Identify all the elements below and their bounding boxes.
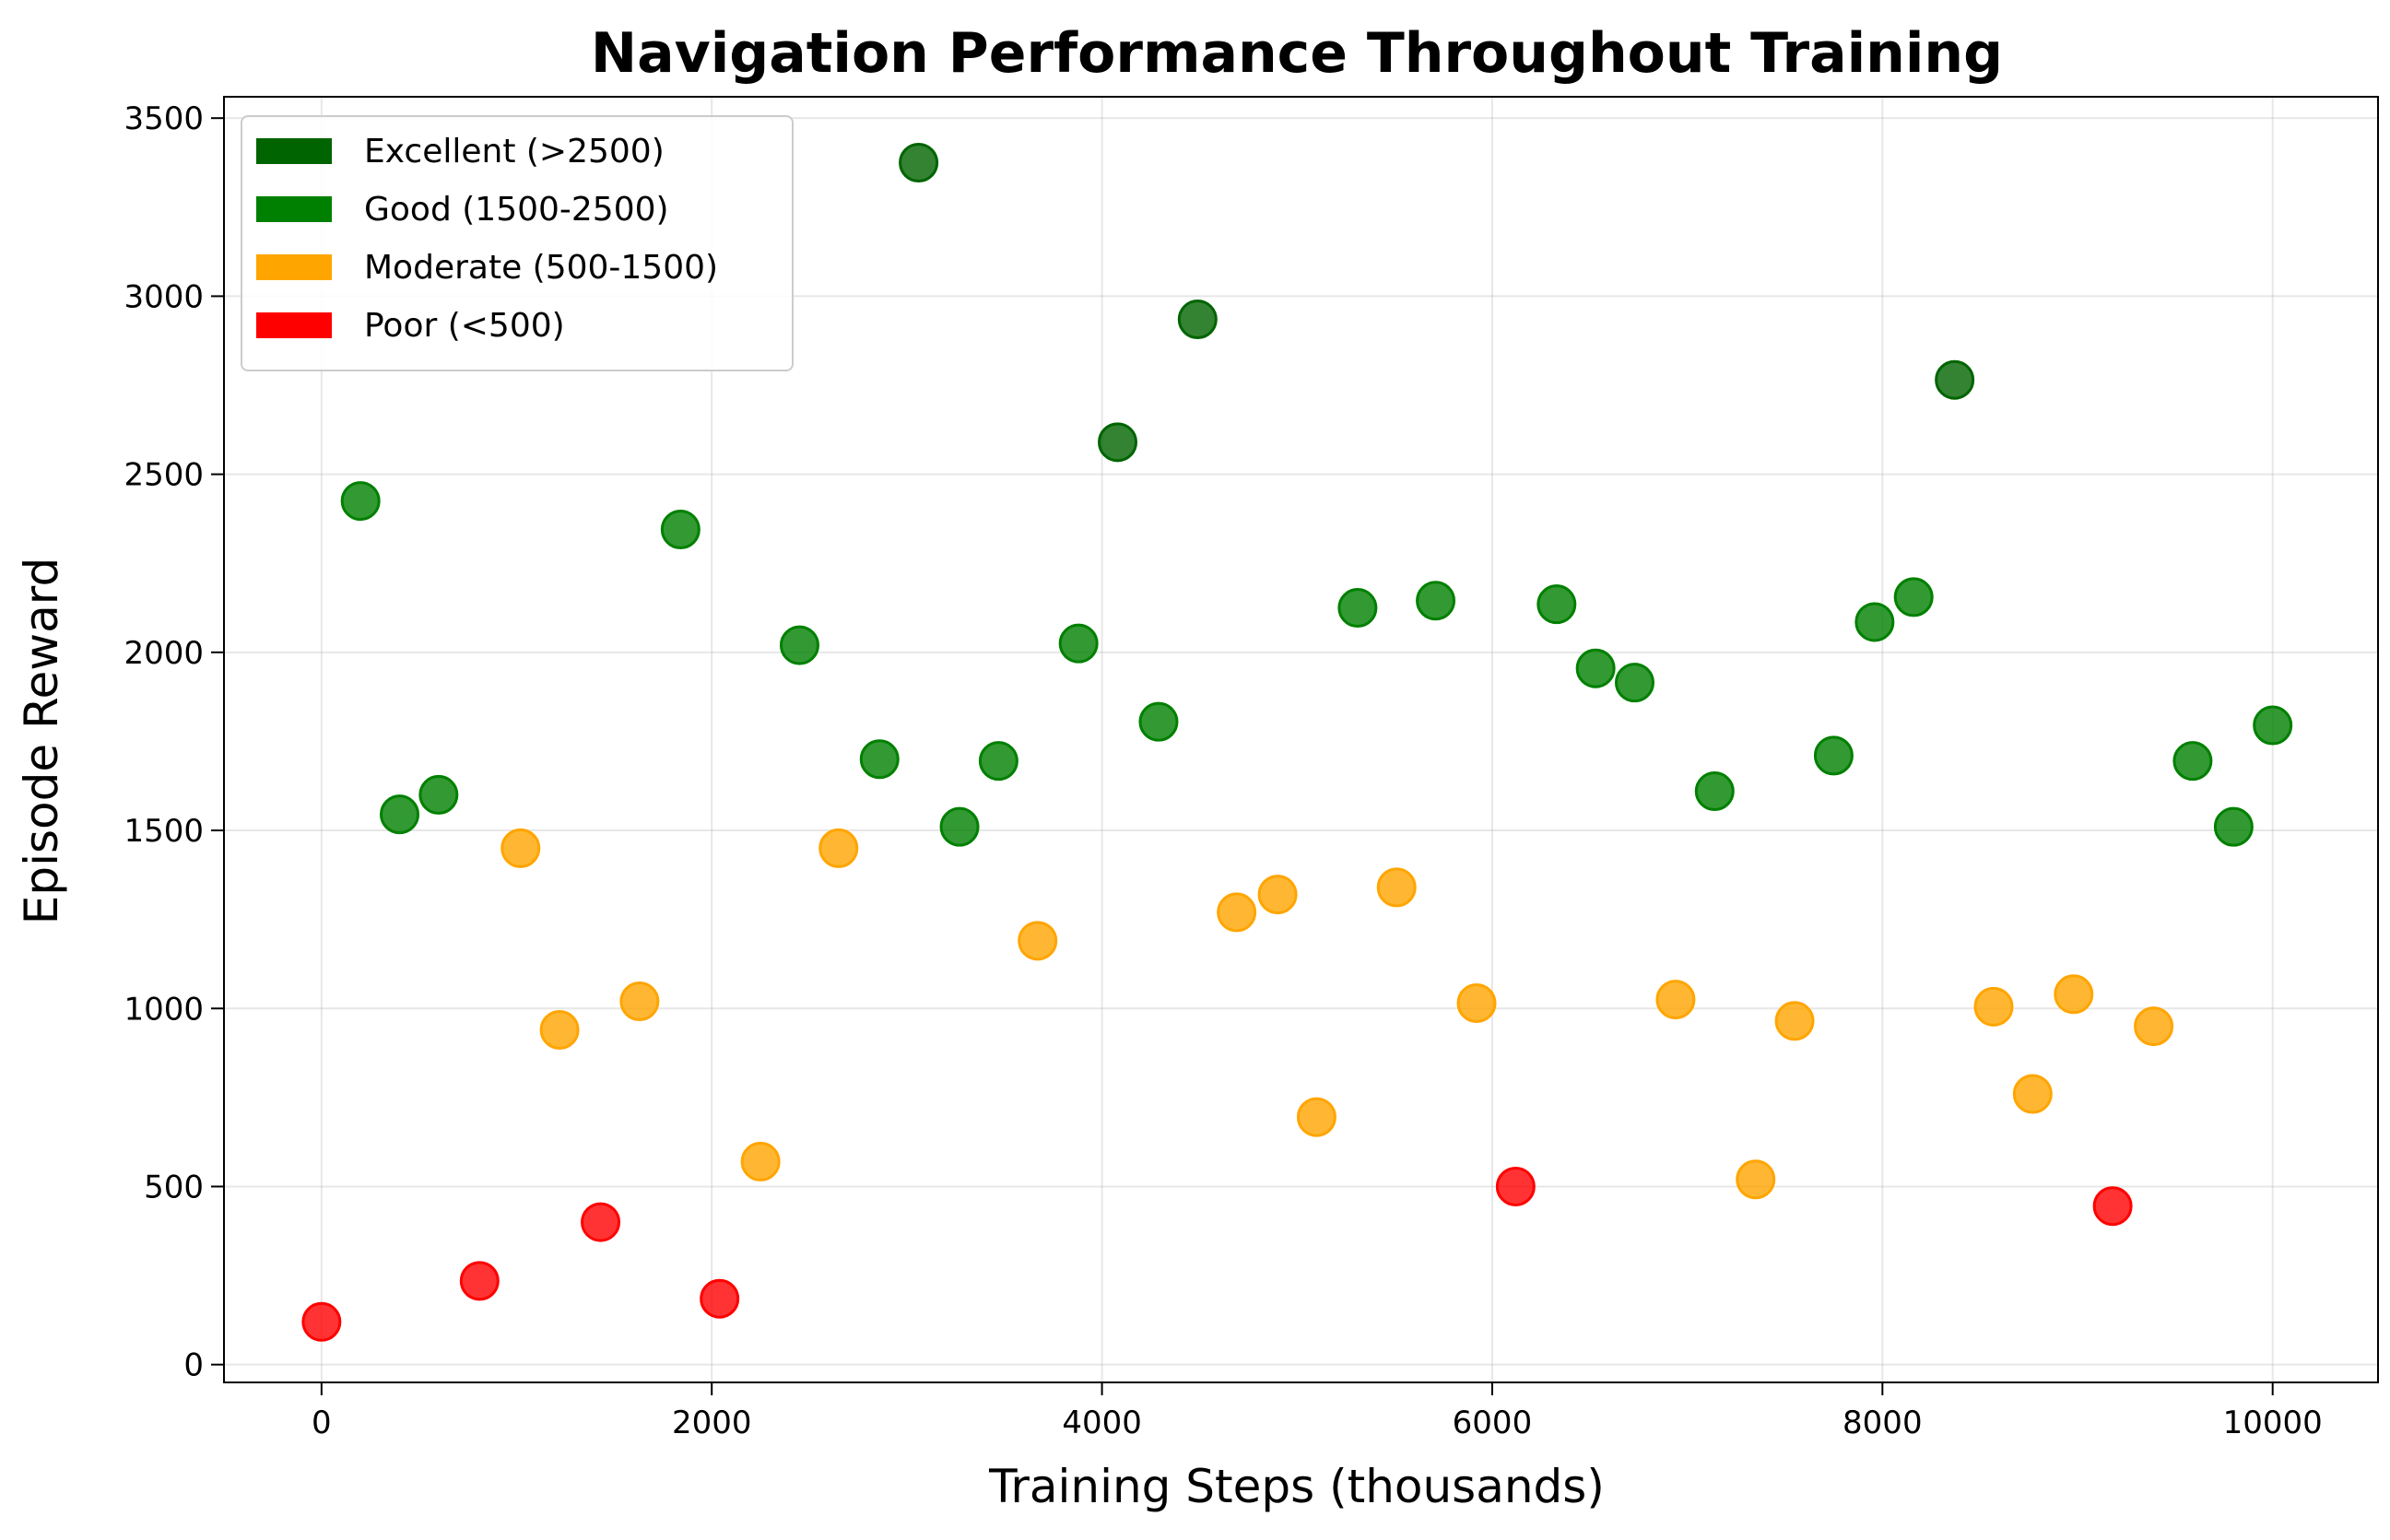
data-point-good (1854, 602, 1895, 642)
data-point-moderate (1456, 982, 1497, 1023)
y-tick-label: 3500 (124, 100, 204, 137)
legend-swatch (256, 138, 332, 164)
data-point-good (380, 794, 420, 835)
data-point-poor (301, 1301, 342, 1342)
y-tick-label: 0 (183, 1347, 204, 1384)
data-point-good (1614, 663, 1654, 703)
axes: 0 2000 4000 6000 8000 10000 0 500 1000 1500 2000 25… (124, 100, 2322, 1441)
chart-title: Navigation Performance Throughout Traini… (591, 21, 2003, 86)
data-point-moderate (1217, 892, 1257, 933)
legend-label: Poor (<500) (364, 307, 565, 345)
data-point-moderate (1376, 867, 1417, 908)
data-point-good (2213, 806, 2254, 847)
data-point-good (1536, 584, 1577, 625)
data-point-good (1337, 588, 1378, 629)
data-point-excellent (899, 142, 939, 182)
data-point-moderate (740, 1141, 781, 1181)
data-point-moderate (2012, 1074, 2053, 1114)
data-point-good (1138, 701, 1179, 742)
legend: Excellent (>2500) Good (1500-2500) Moderat… (241, 115, 794, 371)
x-tick-label: 8000 (1843, 1405, 1923, 1441)
plot-frame (223, 96, 2379, 1383)
data-point-good (1058, 623, 1099, 664)
data-point-good (1813, 735, 1854, 776)
data-point-moderate (2054, 974, 2094, 1015)
y-tick-label: 3000 (124, 278, 204, 315)
data-point-poor (700, 1278, 740, 1319)
legend-label: Good (1500-2500) (364, 191, 669, 229)
data-point-good (660, 510, 701, 550)
x-axis-label: Training Steps (thousands) (988, 1460, 1605, 1513)
x-tick-label: 4000 (1062, 1405, 1142, 1441)
data-point-good (1416, 581, 1456, 621)
x-tick-label: 2000 (672, 1405, 752, 1441)
data-point-good (779, 625, 819, 665)
gridlines (224, 97, 2378, 1382)
data-point-moderate (2134, 1006, 2174, 1047)
data-point-good (1575, 648, 1616, 688)
y-axis-label: Episode Reward (15, 558, 68, 924)
data-point-moderate (1655, 980, 1696, 1020)
legend-label: Moderate (500-1500) (364, 249, 718, 287)
x-tick-label: 6000 (1453, 1405, 1533, 1441)
legend-swatch (256, 312, 332, 338)
legend-swatch (256, 254, 332, 280)
data-points (301, 142, 2293, 1342)
data-point-moderate (619, 982, 660, 1022)
y-tick-label: 2000 (124, 635, 204, 672)
data-point-moderate (1018, 921, 1058, 961)
data-point-good (340, 481, 381, 522)
legend-swatch (256, 196, 332, 222)
data-point-poor (581, 1202, 621, 1242)
data-point-good (1893, 577, 1934, 617)
x-tick-label: 10000 (2223, 1405, 2323, 1441)
y-tick-label: 1000 (124, 991, 204, 1028)
data-point-good (978, 741, 1018, 782)
data-point-excellent (1177, 300, 1218, 340)
data-point-moderate (1774, 1001, 1815, 1041)
y-tick-label: 2500 (124, 457, 204, 494)
data-point-moderate (500, 828, 541, 868)
data-point-moderate (1257, 875, 1298, 915)
data-point-good (418, 774, 459, 815)
data-point-moderate (1973, 986, 2014, 1027)
y-tick-label: 1500 (124, 813, 204, 850)
x-tick-label: 0 (312, 1405, 332, 1441)
data-point-good (939, 806, 980, 847)
data-point-moderate (818, 828, 859, 868)
legend-box (241, 115, 794, 371)
data-point-good (1694, 771, 1735, 812)
data-point-good (859, 739, 900, 780)
data-point-poor (2092, 1186, 2133, 1227)
data-point-poor (1495, 1166, 1536, 1206)
legend-label: Excellent (>2500) (364, 133, 665, 170)
data-point-poor (459, 1261, 500, 1301)
data-point-excellent (1935, 359, 1975, 400)
y-tick-label: 500 (144, 1169, 204, 1205)
data-point-good (2172, 741, 2213, 782)
data-point-excellent (1098, 422, 1138, 463)
data-point-moderate (1736, 1159, 1776, 1200)
data-point-good (2253, 705, 2293, 746)
data-point-moderate (539, 1009, 580, 1050)
data-point-moderate (1296, 1097, 1336, 1137)
